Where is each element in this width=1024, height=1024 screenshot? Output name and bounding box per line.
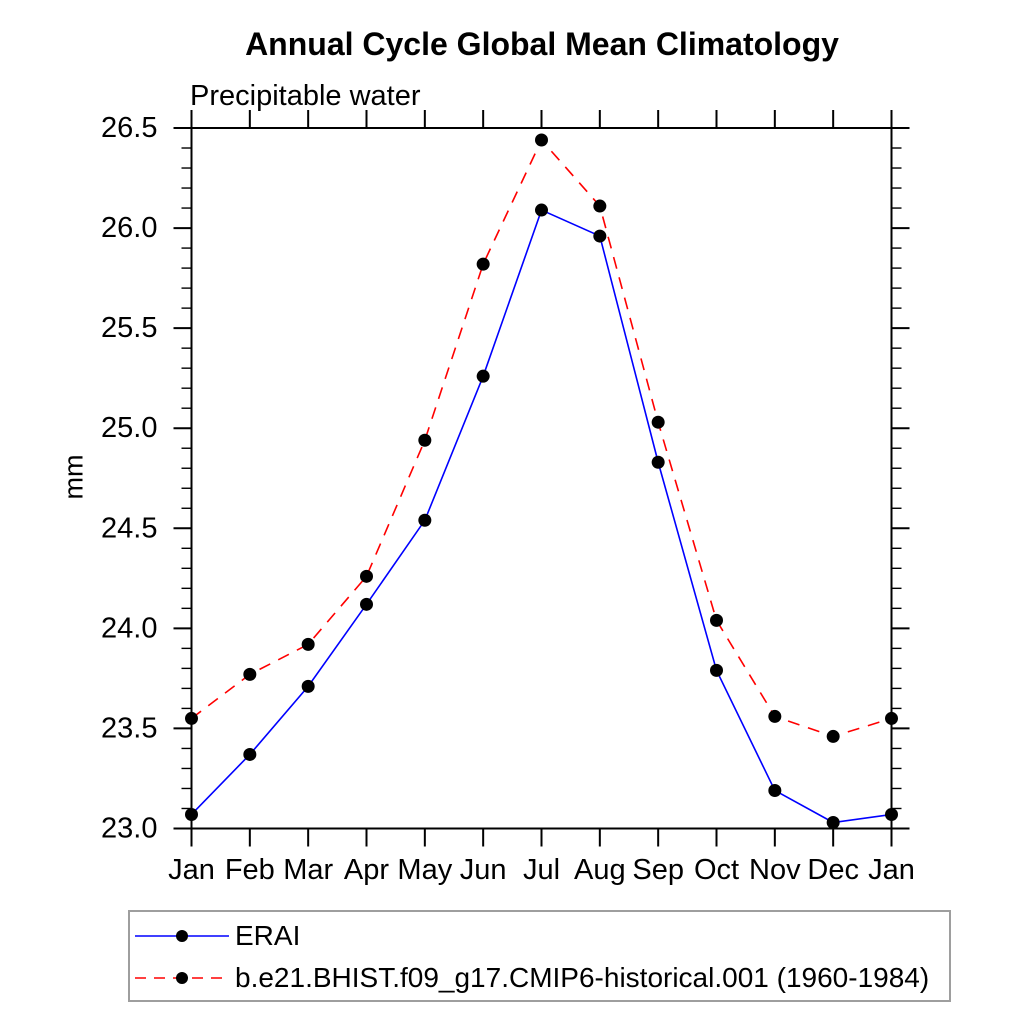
- series-marker-0: [826, 815, 840, 829]
- y-tick-label: 26.5: [101, 112, 157, 144]
- series-marker-1: [418, 433, 432, 447]
- y-tick-label: 24.0: [101, 612, 157, 644]
- model-line-sample-icon: [135, 972, 229, 984]
- legend-item-model: b.e21.BHIST.f09_g17.CMIP6-historical.001…: [134, 958, 929, 998]
- series-marker-0: [593, 229, 607, 243]
- y-tick-label: 23.5: [101, 712, 157, 744]
- series-marker-0: [710, 663, 723, 677]
- series-marker-1: [476, 257, 490, 271]
- legend-label-model: b.e21.BHIST.f09_g17.CMIP6-historical.001…: [235, 962, 930, 993]
- x-tick-label: Aug: [574, 854, 626, 886]
- series-marker-0: [885, 807, 898, 821]
- series-marker-1: [185, 711, 198, 725]
- x-tick-label: Sep: [632, 854, 684, 886]
- series-marker-0: [476, 369, 490, 383]
- series-line-1: [191, 138, 892, 738]
- series-marker-1: [710, 613, 723, 627]
- series-marker-0: [243, 747, 257, 761]
- erai-line-sample-icon: [135, 930, 229, 942]
- x-tick-label: Oct: [694, 854, 739, 886]
- series-marker-1: [243, 667, 257, 681]
- series-line-0: [190, 208, 892, 824]
- y-tick-label: 23.0: [101, 813, 157, 845]
- y-tick-label: 26.0: [101, 212, 157, 244]
- series-marker-0: [535, 203, 548, 217]
- series-marker-1: [360, 569, 373, 583]
- x-tick-label: Jan: [868, 854, 915, 886]
- series-marker-1: [768, 709, 782, 723]
- legend-label-erai: ERAI: [235, 920, 301, 951]
- erai-legend-marker: [176, 930, 188, 942]
- series-marker-1: [885, 711, 898, 725]
- series-marker-1: [301, 637, 315, 651]
- series-marker-0: [651, 455, 665, 469]
- legend-item-erai: ERAI: [134, 916, 300, 956]
- series-marker-1: [535, 133, 548, 147]
- x-tick-label: Apr: [344, 854, 389, 886]
- y-tick-label: 24.5: [101, 512, 157, 544]
- chart-subtitle: Precipitable water: [190, 80, 421, 112]
- legend: ERAI b.e21.BHIST.f09_g17.CMIP6-historica…: [128, 910, 951, 1002]
- series-marker-0: [418, 513, 432, 527]
- y-tick-label: 25.5: [101, 312, 157, 344]
- x-tick-label: Jan: [168, 854, 215, 886]
- series-marker-1: [826, 729, 840, 743]
- x-tick-label: May: [397, 854, 452, 886]
- model-legend-marker: [176, 972, 188, 984]
- chart-title: Annual Cycle Global Mean Climatology: [245, 26, 839, 62]
- x-tick-label: Jun: [460, 854, 507, 886]
- series-marker-0: [360, 597, 373, 611]
- x-tick-label: Dec: [807, 854, 859, 886]
- plot-frame: [190, 127, 893, 830]
- x-tick-label: Feb: [225, 854, 275, 886]
- series-marker-0: [185, 807, 198, 821]
- series-marker-0: [301, 679, 315, 693]
- series-marker-0: [768, 783, 782, 797]
- x-tick-label: Mar: [283, 854, 333, 886]
- x-tick-label: Nov: [749, 854, 801, 886]
- x-tick-label: Jul: [523, 854, 560, 886]
- series-marker-1: [651, 415, 665, 429]
- series-marker-1: [593, 199, 607, 213]
- y-tick-label: 25.0: [101, 412, 157, 444]
